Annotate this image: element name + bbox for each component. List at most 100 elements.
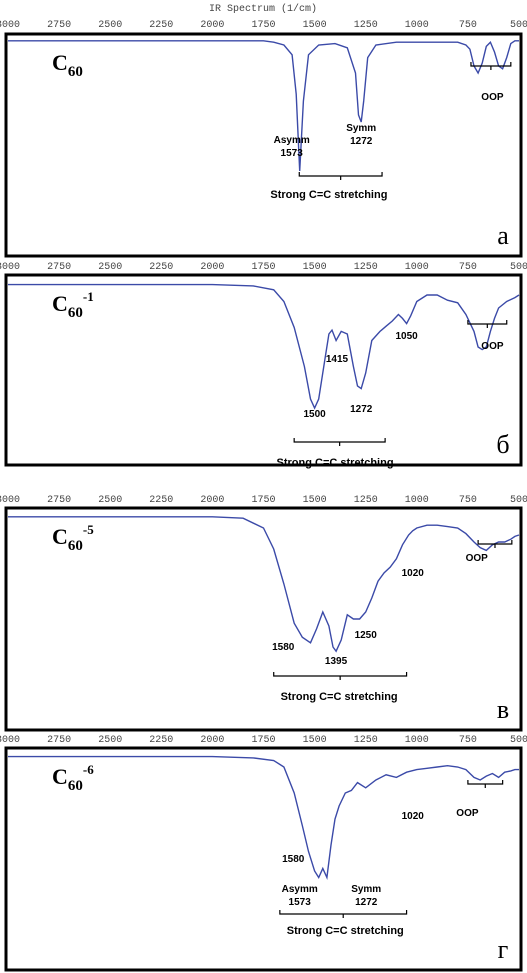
x-tick-label: 1250	[354, 495, 378, 506]
peak-annotation: 1050	[395, 331, 418, 342]
panel-frame	[4, 273, 523, 467]
x-tick-label: 3000	[0, 735, 20, 746]
peak-annotation: 1573	[289, 897, 312, 908]
panel-title-sup: -5	[83, 522, 94, 537]
x-tick-label: 2750	[47, 495, 71, 506]
x-tick-label: 2000	[200, 735, 224, 746]
bracket	[477, 540, 513, 548]
bracket	[273, 672, 408, 680]
x-tick-label: 500	[510, 495, 527, 506]
peak-annotation: Strong C=C stretching	[287, 925, 404, 937]
spectra-panels: 3000 2750 2500 2250 2000 1750 1500 1250 1000 750 5…	[0, 20, 527, 972]
peak-annotation: 1020	[402, 811, 425, 822]
x-tick-label: 2250	[149, 262, 173, 273]
panel-title: C60	[52, 50, 83, 80]
panel-title-sub: 60	[68, 64, 83, 80]
x-tick-label: 1750	[251, 262, 275, 273]
spectrum-panel-1: 3000 2750 2500 2250 2000 1750 1500 1250 1000 750 5…	[0, 20, 527, 258]
panel-letter: а	[497, 221, 509, 250]
panel-title-base: C	[52, 291, 68, 316]
x-tick-label: 500	[510, 735, 527, 746]
peak-annotation: 1250	[355, 630, 378, 641]
x-tick-label: 1750	[251, 735, 275, 746]
x-tick-label: 3000	[0, 495, 20, 506]
peak-annotation: 1272	[350, 136, 373, 147]
spectrum-panel-3: 3000 2750 2500 2250 2000 1750 1500 1250 1000 750 5…	[0, 495, 527, 732]
bracket	[470, 62, 512, 70]
x-tick-label: 2250	[149, 20, 173, 31]
panel-title: C60-1	[52, 289, 94, 321]
x-tick-label: 2500	[98, 262, 122, 273]
panel-title-sup: -6	[83, 762, 94, 777]
x-tick-label: 1250	[354, 20, 378, 31]
x-tick-label: 2000	[200, 495, 224, 506]
x-tick-label: 1000	[405, 262, 429, 273]
peak-annotation: Symm	[351, 884, 381, 895]
panel-frame	[4, 32, 523, 258]
x-tick-label: 2500	[98, 20, 122, 31]
peak-annotation: OOP	[456, 808, 479, 819]
x-tick-label: 1250	[354, 735, 378, 746]
figure-title: IR Spectrum (1/cm)	[209, 3, 317, 15]
peak-annotation: Strong C=C stretching	[277, 457, 394, 469]
panel-frame	[4, 746, 523, 972]
panel-letter: г	[498, 935, 509, 964]
panel-title-base: C	[52, 524, 68, 549]
peak-annotation: 1272	[350, 404, 373, 415]
spectrum-curve	[8, 283, 520, 410]
peak-annotation: 1580	[272, 642, 295, 653]
x-tick-label: 1000	[405, 495, 429, 506]
x-tick-label: 1000	[405, 20, 429, 31]
panel-title-sub: 60	[68, 538, 83, 554]
panel-frame	[4, 506, 523, 732]
peak-annotation: 1395	[325, 656, 348, 667]
x-tick-label: 2500	[98, 735, 122, 746]
panel-title: C60-5	[52, 522, 94, 554]
peak-annotation: 1020	[402, 568, 425, 579]
peak-annotation: OOP	[481, 92, 504, 103]
peak-annotation: 1272	[355, 897, 378, 908]
x-tick-label: 1000	[405, 735, 429, 746]
peak-annotation: 1500	[303, 409, 326, 420]
peak-annotation: OOP	[466, 553, 489, 564]
peak-annotation: Strong C=C stretching	[281, 691, 398, 703]
peak-annotation: OOP	[481, 341, 504, 352]
peak-annotation: Strong C=C stretching	[270, 189, 387, 201]
x-tick-label: 3000	[0, 20, 20, 31]
x-tick-label: 1500	[303, 262, 327, 273]
spectrum-curve	[8, 40, 519, 172]
x-tick-label: 1500	[303, 495, 327, 506]
x-tick-label: 750	[459, 735, 477, 746]
panel-title: C60-6	[52, 762, 94, 794]
bracket	[298, 172, 383, 180]
x-tick-label: 1500	[303, 20, 327, 31]
panel-letter: б	[496, 430, 509, 459]
bracket	[279, 910, 408, 918]
panel-title-sub: 60	[68, 305, 83, 321]
panel-title-base: C	[52, 764, 68, 789]
bracket	[467, 780, 504, 788]
x-tick-label: 1250	[354, 262, 378, 273]
x-tick-label: 750	[459, 262, 477, 273]
x-tick-label: 500	[510, 20, 527, 31]
panel-title-base: C	[52, 50, 68, 75]
spectrum-curve	[8, 516, 520, 653]
bracket	[467, 320, 508, 328]
spectrum-curve	[8, 755, 519, 881]
x-tick-label: 500	[510, 262, 527, 273]
bracket	[293, 438, 386, 446]
x-tick-label: 2750	[47, 20, 71, 31]
x-tick-label: 750	[459, 20, 477, 31]
x-tick-label: 750	[459, 495, 477, 506]
x-tick-label: 2250	[149, 495, 173, 506]
x-tick-label: 1750	[251, 495, 275, 506]
peak-annotation: 1415	[326, 354, 349, 365]
peak-annotation: Asymm	[282, 884, 318, 895]
x-tick-label: 2750	[47, 262, 71, 273]
spectrum-panel-4: 3000 2750 2500 2250 2000 1750 1500 1250 1000 750 5…	[0, 735, 527, 972]
x-tick-label: 2250	[149, 735, 173, 746]
x-tick-label: 2500	[98, 495, 122, 506]
panel-letter: в	[497, 695, 509, 724]
x-tick-label: 2000	[200, 262, 224, 273]
